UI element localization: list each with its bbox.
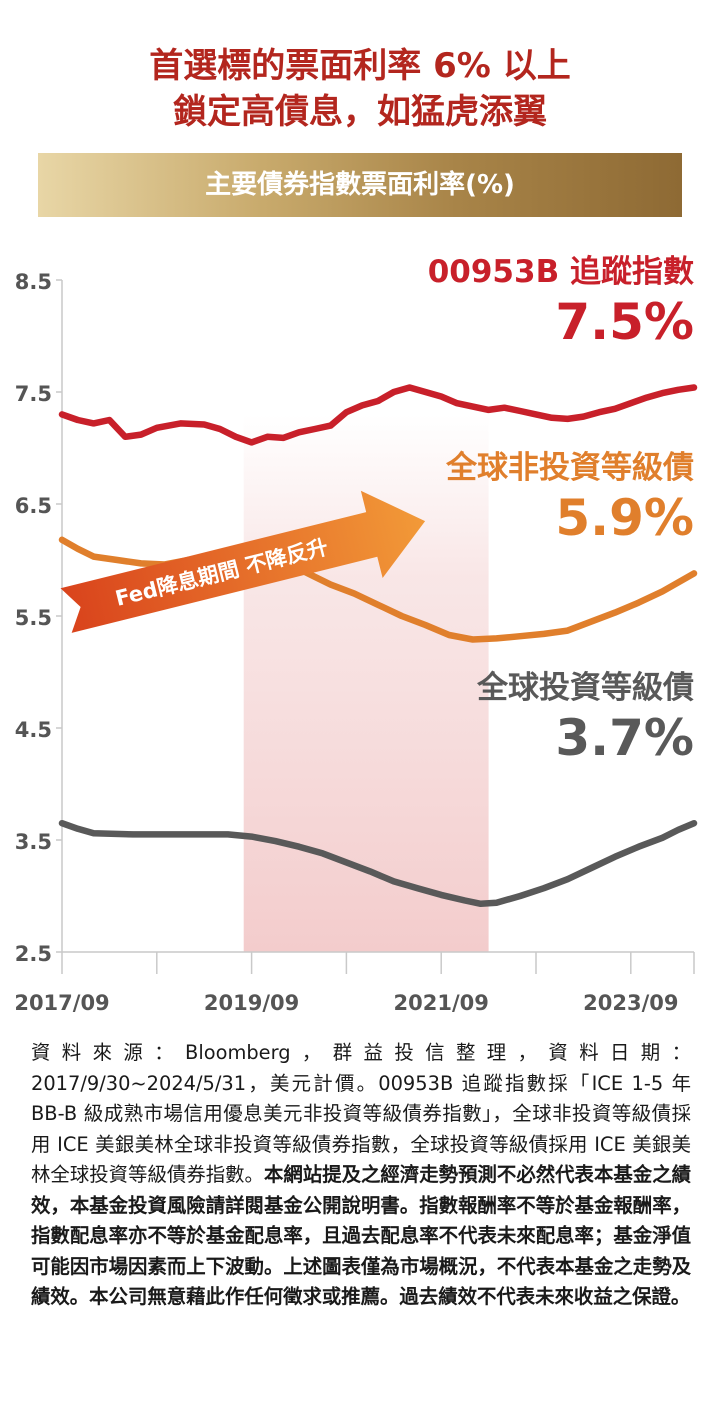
x-tick-label: 2021/09 [394,991,489,1015]
series-label-00953b: 00953B 追蹤指數 7.5% [428,252,694,352]
x-tick-label: 2023/09 [583,991,678,1015]
y-tick-label: 3.5 [15,830,52,854]
headline-line-1: 首選標的票面利率 6% 以上 [149,46,571,86]
series-end-value-00953b: 7.5% [555,293,694,351]
line-00953b-index [58,384,698,446]
series-label-global-high-yield: 全球非投資等級債 5.9% [446,448,694,548]
coupon-rate-line-chart: 8.5 7.5 6.5 5.5 4.5 3.5 2.5 2017/09 2019/09 2021/… [14,270,698,1015]
series-end-value-global-high-yield: 5.9% [555,489,694,547]
y-tick-label: 7.5 [15,382,52,406]
series-name-00953b: 00953B 追蹤指數 [427,254,694,290]
y-tick-label: 2.5 [15,942,52,966]
source-note: 資料來源：Bloomberg，群益投信整理，資料日期：2017/9/30~202… [31,1041,691,1186]
risk-disclaimer: 本網站提及之經濟走勢預測不必然代表本基金之績效，本基金投資風險請詳閱基金公開說明… [31,1163,692,1308]
line-global-investment-grade [58,819,698,908]
series-label-global-investment-grade: 全球投資等級債 3.7% [477,668,694,768]
x-tick-label: 2017/09 [14,991,109,1015]
chart-title-banner: 主要債券指數票面利率(%) [38,153,682,217]
arrow-shape [60,490,426,633]
headline-line-2: 鎖定高債息，如猛虎添翼 [173,92,547,132]
y-tick-label: 8.5 [15,270,52,294]
y-tick-label: 6.5 [15,494,52,518]
series-end-value-global-investment-grade: 3.7% [555,709,694,767]
y-tick-label: 4.5 [15,718,52,742]
x-tick-label: 2019/09 [204,991,299,1015]
source-disclaimer: 資料來源：Bloomberg，群益投信整理，資料日期：2017/9/30~202… [31,1038,691,1313]
series-name-global-investment-grade: 全球投資等級債 [477,670,694,706]
y-tick-label: 5.5 [15,606,52,630]
series-name-global-high-yield: 全球非投資等級債 [446,450,694,486]
